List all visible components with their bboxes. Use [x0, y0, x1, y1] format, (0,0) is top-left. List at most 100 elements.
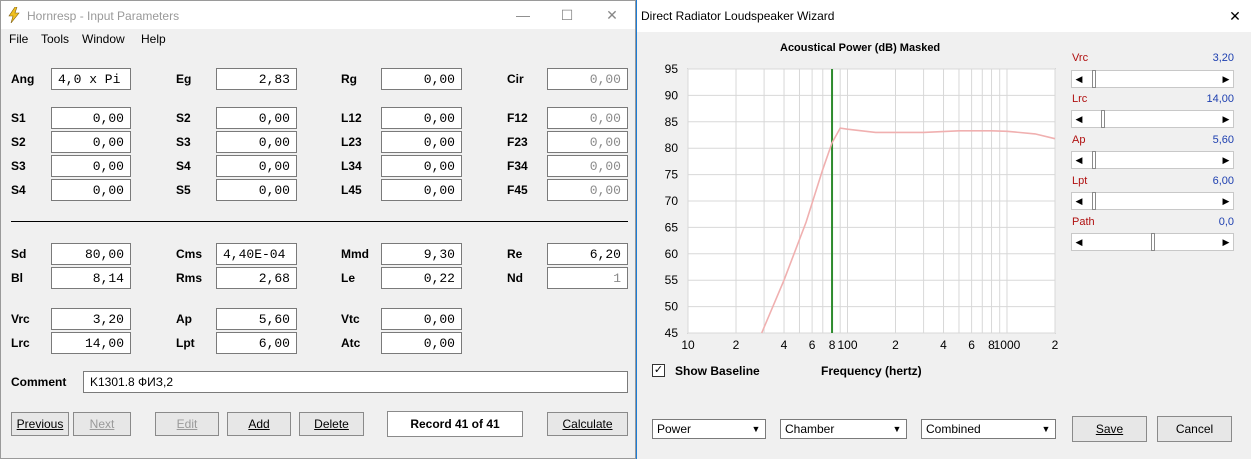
field-label-s3-row3: S3 — [11, 159, 26, 173]
x-tick-label: 6 — [968, 338, 975, 352]
slider-right-arrow-icon[interactable]: ▶ — [1222, 237, 1230, 247]
field-le[interactable]: 0,22 — [381, 267, 462, 289]
save-button[interactable]: Save — [1072, 416, 1147, 442]
field-label-f23: F23 — [507, 135, 528, 149]
x-tick-label: 4 — [940, 338, 947, 352]
field-s2-row2[interactable]: 0,00 — [51, 131, 131, 153]
field-atc[interactable]: 0,00 — [381, 332, 462, 354]
slider-left-arrow-icon[interactable]: ◀ — [1075, 114, 1083, 124]
slider-thumb[interactable] — [1150, 233, 1155, 251]
combined-select[interactable]: Combined ▼ — [921, 419, 1056, 439]
add-button[interactable]: Add — [227, 412, 291, 436]
slider-label-lrc: Lrc — [1072, 93, 1088, 105]
field-cms[interactable]: 4,40E-04 — [216, 243, 297, 265]
field-l12[interactable]: 0,00 — [381, 107, 462, 129]
slider-left-arrow-icon[interactable]: ◀ — [1075, 237, 1083, 247]
field-ang[interactable]: 4,0 x Pi — [51, 68, 131, 90]
field-s1[interactable]: 0,00 — [51, 107, 131, 129]
chevron-down-icon[interactable]: ▼ — [751, 424, 761, 434]
slider-right-arrow-icon[interactable]: ▶ — [1222, 74, 1230, 84]
chevron-down-icon[interactable]: ▼ — [892, 424, 902, 434]
field-vrc[interactable]: 3,20 — [51, 308, 131, 330]
previous-button[interactable]: Previous — [11, 412, 69, 436]
field-f45[interactable]: 0,00 — [547, 179, 628, 201]
slider-label-vrc: Vrc — [1072, 52, 1089, 64]
menu-help[interactable]: Help — [141, 32, 166, 46]
wizard-close-button[interactable]: ✕ — [1229, 8, 1241, 24]
field-s4[interactable]: 0,00 — [216, 155, 297, 177]
field-cir[interactable]: 0,00 — [547, 68, 628, 90]
slider-thumb[interactable] — [1092, 151, 1097, 169]
field-vtc[interactable]: 0,00 — [381, 308, 462, 330]
field-label-re: Re — [507, 247, 523, 261]
output-type-select[interactable]: Power ▼ — [652, 419, 766, 439]
slider-left-arrow-icon[interactable]: ◀ — [1075, 196, 1083, 206]
field-re[interactable]: 6,20 — [547, 243, 628, 265]
slider-lrc[interactable]: ◀ ▶ — [1071, 110, 1234, 128]
slider-thumb[interactable] — [1092, 70, 1097, 88]
slider-right-arrow-icon[interactable]: ▶ — [1222, 155, 1230, 165]
lightning-icon — [8, 7, 20, 23]
slider-thumb[interactable] — [1101, 110, 1106, 128]
field-label-sd: Sd — [11, 247, 27, 261]
field-l23[interactable]: 0,00 — [381, 131, 462, 153]
comment-label: Comment — [11, 375, 67, 389]
delete-button[interactable]: Delete — [299, 412, 364, 436]
field-nd[interactable]: 1 — [547, 267, 628, 289]
field-eg[interactable]: 2,83 — [216, 68, 297, 90]
slider-ap[interactable]: ◀ ▶ — [1071, 151, 1234, 169]
field-s4-row4[interactable]: 0,00 — [51, 179, 131, 201]
show-baseline-checkbox[interactable]: ✓ — [652, 364, 665, 377]
slider-right-arrow-icon[interactable]: ▶ — [1222, 114, 1230, 124]
field-s3[interactable]: 0,00 — [216, 131, 297, 153]
maximize-button[interactable]: ☐ — [560, 7, 574, 23]
field-lrc[interactable]: 14,00 — [51, 332, 131, 354]
field-label-s2: S2 — [176, 111, 191, 125]
y-axis: 95 90 85 80 75 70 65 60 55 50 45 — [665, 62, 679, 340]
menu-file[interactable]: File — [9, 32, 29, 46]
slider-label-ap: Ap — [1072, 134, 1086, 146]
edit-button[interactable]: Edit — [155, 412, 219, 436]
field-f34[interactable]: 0,00 — [547, 155, 628, 177]
field-s2[interactable]: 0,00 — [216, 107, 297, 129]
field-label-f45: F45 — [507, 183, 528, 197]
field-bl[interactable]: 8,14 — [51, 267, 131, 289]
field-label-le: Le — [341, 271, 356, 285]
divider — [11, 221, 628, 222]
field-sd[interactable]: 80,00 — [51, 243, 131, 265]
x-tick-label: 2 — [892, 338, 899, 352]
field-rms[interactable]: 2,68 — [216, 267, 297, 289]
field-l34[interactable]: 0,00 — [381, 155, 462, 177]
slider-vrc[interactable]: ◀ ▶ — [1071, 70, 1234, 88]
slider-left-arrow-icon[interactable]: ◀ — [1075, 74, 1083, 84]
cancel-button[interactable]: Cancel — [1157, 416, 1232, 442]
chamber-select[interactable]: Chamber ▼ — [780, 419, 907, 439]
menu-window[interactable]: Window — [82, 32, 125, 46]
field-f23[interactable]: 0,00 — [547, 131, 628, 153]
chevron-down-icon[interactable]: ▼ — [1041, 424, 1051, 434]
slider-path[interactable]: ◀ ▶ — [1071, 233, 1234, 251]
field-l45[interactable]: 0,00 — [381, 179, 462, 201]
field-rg[interactable]: 0,00 — [381, 68, 462, 90]
window-title: Hornresp - Input Parameters — [27, 9, 180, 23]
next-button[interactable]: Next — [73, 412, 131, 436]
menu-tools[interactable]: Tools — [41, 32, 70, 46]
close-button[interactable]: ✕ — [606, 7, 618, 23]
field-label-s3: S3 — [176, 135, 191, 149]
calculate-button[interactable]: Calculate — [547, 412, 628, 436]
field-mmd[interactable]: 9,30 — [381, 243, 462, 265]
field-ap[interactable]: 5,60 — [216, 308, 297, 330]
field-s5[interactable]: 0,00 — [216, 179, 297, 201]
y-tick-label: 75 — [665, 168, 679, 182]
slider-thumb[interactable] — [1092, 192, 1097, 210]
field-f12[interactable]: 0,00 — [547, 107, 628, 129]
field-lpt[interactable]: 6,00 — [216, 332, 297, 354]
field-s3-row3[interactable]: 0,00 — [51, 155, 131, 177]
minimize-button[interactable]: — — [516, 7, 530, 23]
slider-lpt[interactable]: ◀ ▶ — [1071, 192, 1234, 210]
y-tick-label: 95 — [665, 62, 679, 76]
slider-right-arrow-icon[interactable]: ▶ — [1222, 196, 1230, 206]
slider-left-arrow-icon[interactable]: ◀ — [1075, 155, 1083, 165]
comment-field[interactable]: K1301.8 ФИЗ,2 — [83, 371, 628, 393]
